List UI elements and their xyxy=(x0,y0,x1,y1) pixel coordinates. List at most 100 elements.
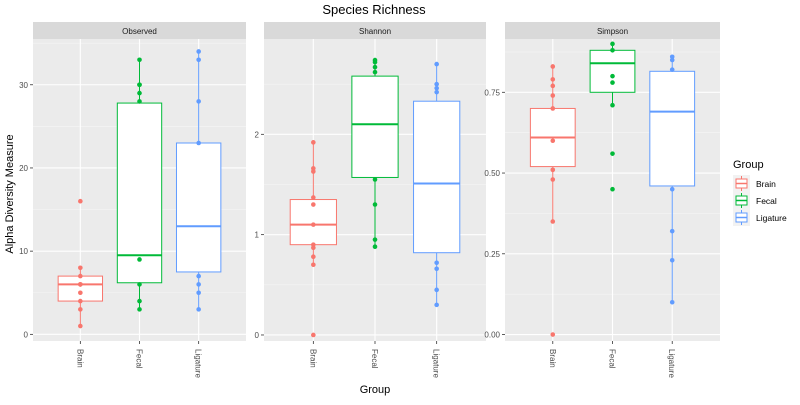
data-point xyxy=(434,85,439,91)
data-point xyxy=(550,167,556,173)
facet-strip xyxy=(505,22,720,39)
facet-panel: Shannon 0 1 2 Brain Fecal Ligature xyxy=(255,22,486,378)
box xyxy=(116,102,163,284)
data-point xyxy=(196,57,201,63)
data-point xyxy=(610,41,615,47)
data-point xyxy=(137,298,142,304)
x-tick-label: Fecal xyxy=(135,349,144,369)
box-series-brain xyxy=(57,198,104,329)
data-point xyxy=(434,61,439,67)
data-point xyxy=(137,57,142,63)
data-point xyxy=(311,262,316,268)
data-point xyxy=(372,57,378,63)
data-point xyxy=(78,282,83,287)
data-point xyxy=(78,198,83,204)
data-point xyxy=(610,151,615,156)
data-point xyxy=(137,82,142,88)
legend-label: Brain xyxy=(756,179,776,189)
y-axis-label: Alpha Diversity Measure xyxy=(4,134,16,253)
data-point xyxy=(196,140,201,146)
y-tick-label: 30 xyxy=(19,81,28,90)
data-point xyxy=(196,290,201,296)
data-point xyxy=(196,273,201,279)
box xyxy=(649,70,696,187)
y-tick-label: 0.50 xyxy=(484,169,500,178)
data-point xyxy=(434,302,439,308)
data-point xyxy=(311,202,316,207)
x-tick-label: Brain xyxy=(548,349,557,368)
data-point xyxy=(550,93,556,98)
y-tick-label: 0.25 xyxy=(484,250,500,259)
data-point xyxy=(669,228,675,234)
data-point xyxy=(137,282,142,287)
box-series-brain xyxy=(289,140,337,338)
facet-strip-label: Observed xyxy=(122,27,157,36)
data-point xyxy=(550,219,556,224)
data-point xyxy=(137,99,142,104)
legend-title: Group xyxy=(733,159,764,171)
data-point xyxy=(610,73,615,79)
data-point xyxy=(372,202,378,207)
legend-item-ligature: Ligature xyxy=(733,209,787,226)
y-tick-label: 0.00 xyxy=(484,331,500,340)
y-tick-label: 10 xyxy=(19,247,28,256)
data-point xyxy=(311,242,316,247)
data-point xyxy=(669,67,675,72)
facet-strip-label: Simpson xyxy=(597,27,628,36)
data-point xyxy=(311,166,316,171)
box-series-fecal xyxy=(589,41,636,192)
legend: Group Brain Fecal Ligature xyxy=(733,159,787,226)
data-point xyxy=(78,307,83,312)
x-tick-label: Brain xyxy=(308,349,317,368)
box xyxy=(289,199,337,246)
data-point xyxy=(137,90,142,96)
box xyxy=(413,100,461,254)
y-tick-label: 20 xyxy=(19,164,28,173)
y-tick-label: 1 xyxy=(255,231,260,240)
data-point xyxy=(550,77,556,82)
legend-item-fecal: Fecal xyxy=(733,192,777,209)
data-point xyxy=(137,257,142,262)
legend-item-brain: Brain xyxy=(733,175,776,192)
box-series-ligature xyxy=(649,54,696,305)
data-point xyxy=(196,49,201,54)
x-tick-label: Ligature xyxy=(194,349,203,378)
data-point xyxy=(311,195,316,200)
y-tick-label: 0.75 xyxy=(484,88,500,97)
data-point xyxy=(137,307,142,312)
data-point xyxy=(372,64,378,70)
data-point xyxy=(196,99,201,104)
facet-panel: Observed 0 10 20 30 Brain Fecal Ligature xyxy=(19,22,246,378)
data-point xyxy=(434,287,439,293)
box xyxy=(175,142,222,273)
data-point xyxy=(372,244,378,249)
data-point xyxy=(610,186,615,192)
x-tick-label: Fecal xyxy=(608,349,617,369)
data-point xyxy=(669,57,675,63)
data-point xyxy=(550,106,556,111)
chart-title: Species Richness xyxy=(322,2,426,17)
box-series-fecal xyxy=(351,57,399,249)
box xyxy=(351,75,399,178)
x-tick-label: Ligature xyxy=(432,349,441,378)
data-point xyxy=(669,257,675,263)
data-point xyxy=(669,299,675,305)
box-series-fecal xyxy=(116,57,163,312)
x-axis-label: Group xyxy=(360,384,391,396)
data-point xyxy=(372,237,378,242)
box-series-ligature xyxy=(175,49,222,312)
data-point xyxy=(550,83,556,89)
legend-label: Ligature xyxy=(756,213,787,223)
data-point xyxy=(550,177,556,182)
legend-label: Fecal xyxy=(756,196,777,206)
data-point xyxy=(78,323,83,329)
data-point xyxy=(434,260,439,266)
data-point xyxy=(610,80,615,85)
box-series-brain xyxy=(529,64,576,337)
data-point xyxy=(610,102,615,108)
box xyxy=(57,275,104,302)
box xyxy=(589,49,636,93)
data-point xyxy=(311,332,316,338)
